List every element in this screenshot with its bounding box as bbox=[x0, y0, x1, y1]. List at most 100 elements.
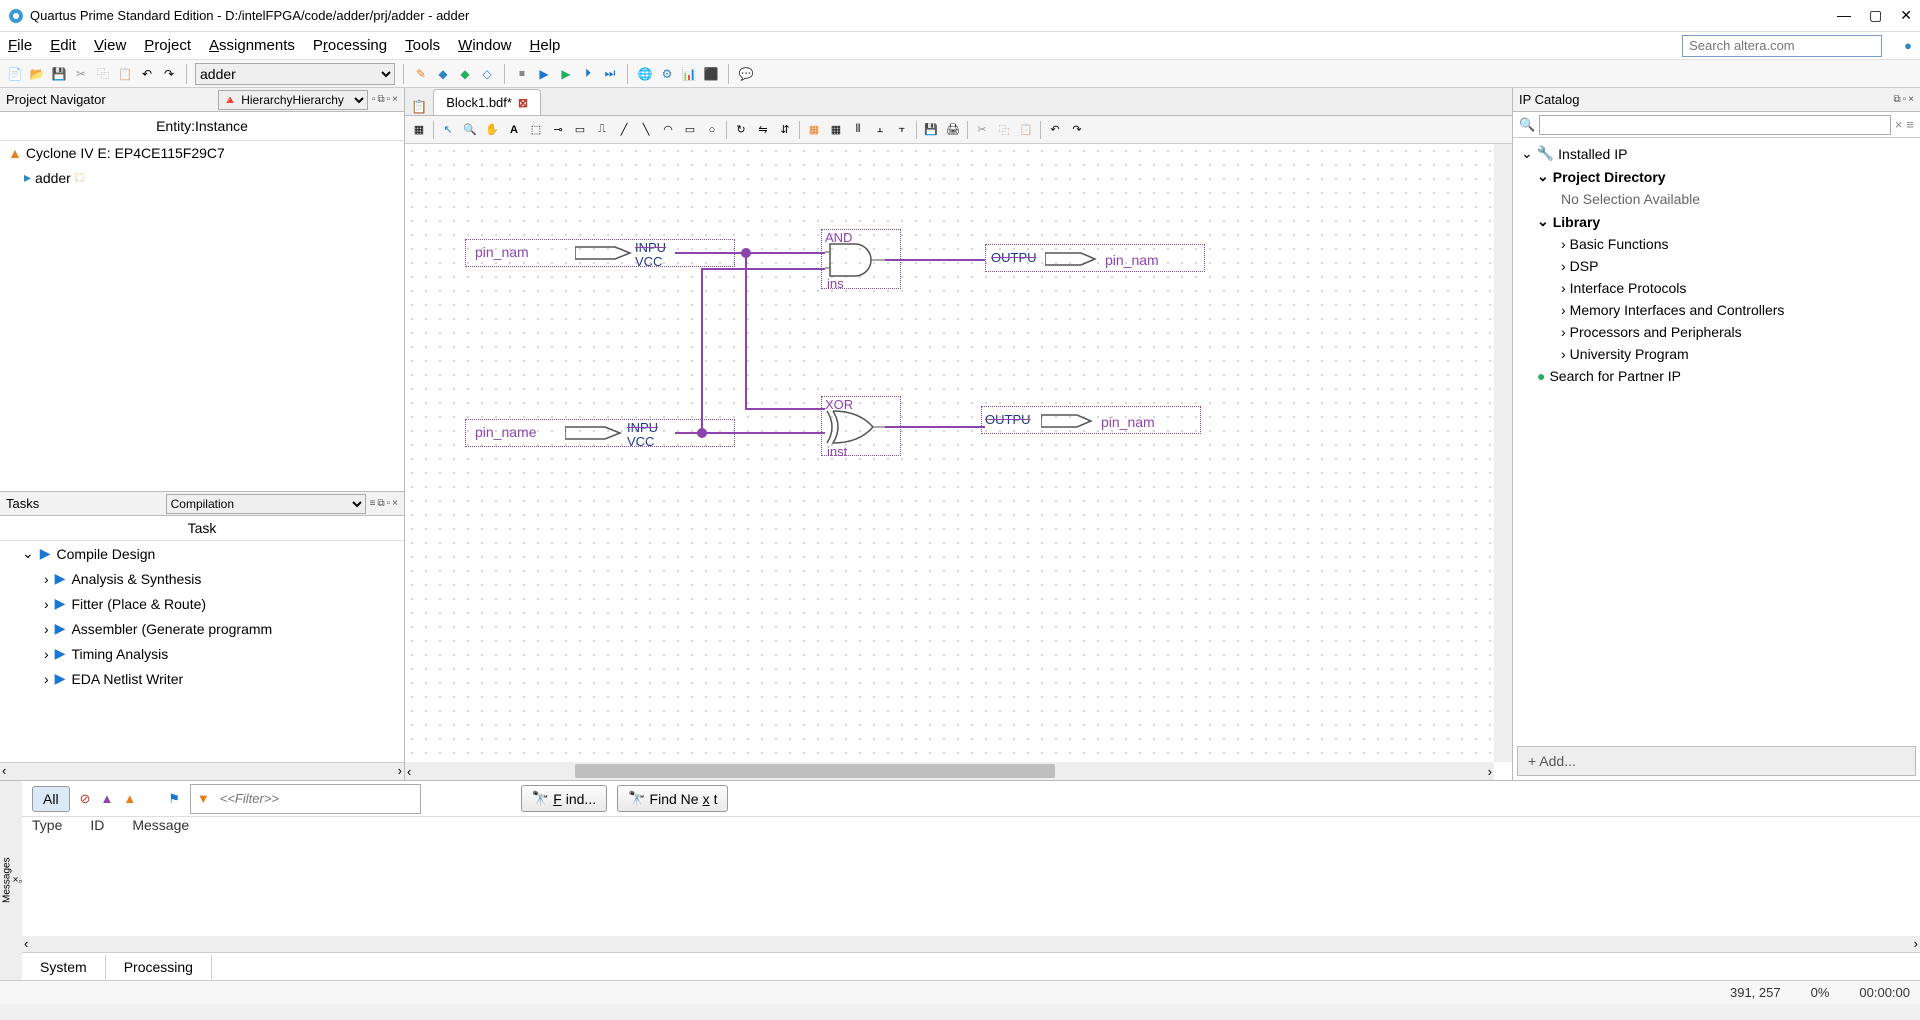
align2-icon[interactable]: ▦ bbox=[828, 122, 844, 138]
canvas-vscroll[interactable] bbox=[1494, 144, 1512, 762]
copy2-icon[interactable]: ⿻ bbox=[996, 122, 1012, 138]
circle-icon[interactable]: ○ bbox=[704, 122, 720, 138]
pn-btn2[interactable]: ⧉ bbox=[377, 94, 384, 105]
msg-warning-icon[interactable]: ▲ bbox=[123, 791, 136, 806]
msg-find-button[interactable]: 🔭Find... bbox=[521, 785, 607, 812]
new-icon[interactable]: 📄 bbox=[6, 65, 24, 83]
msg-tab-processing[interactable]: Processing bbox=[106, 955, 212, 979]
messages-sidetab[interactable]: Messages × ▫ bbox=[0, 781, 22, 980]
copy-icon[interactable]: ⿻ bbox=[94, 65, 112, 83]
align4-icon[interactable]: ⫠ bbox=[872, 122, 888, 138]
ip-lib-basic[interactable]: ›Basic Functions bbox=[1513, 233, 1920, 255]
nav2-icon[interactable]: ◆ bbox=[456, 65, 474, 83]
menu-processing[interactable]: Processing bbox=[313, 37, 387, 54]
msg-flag-icon[interactable]: ⚑ bbox=[168, 791, 180, 807]
text-icon[interactable]: A bbox=[506, 122, 522, 138]
menu-edit[interactable]: Edit bbox=[50, 37, 76, 54]
ip-close-icon[interactable]: × bbox=[1908, 94, 1914, 105]
msg-critical-icon[interactable]: ▲ bbox=[100, 791, 113, 806]
device-row[interactable]: ▲ Cyclone IV E: EP4CE115F29C7 bbox=[0, 141, 404, 165]
menu-icon[interactable]: ≡ bbox=[1906, 117, 1914, 132]
play4-icon[interactable]: ⏭ bbox=[601, 65, 619, 83]
prog-icon[interactable]: ⬛ bbox=[702, 65, 720, 83]
ip-search-input[interactable] bbox=[1539, 115, 1891, 135]
wire-icon[interactable]: ╱ bbox=[616, 122, 632, 138]
nav1-icon[interactable]: ◆ bbox=[434, 65, 452, 83]
ip-lib-university[interactable]: ›University Program bbox=[1513, 343, 1920, 365]
task-timing[interactable]: ›▶Timing Analysis bbox=[0, 641, 404, 666]
tk-btn1[interactable]: ≡ bbox=[370, 498, 376, 509]
menu-view[interactable]: View bbox=[94, 37, 126, 54]
task-compile-design[interactable]: ⌄▶ Compile Design bbox=[0, 541, 404, 566]
ip-lib-processors[interactable]: ›Processors and Peripherals bbox=[1513, 321, 1920, 343]
stop-icon[interactable]: ⏹ bbox=[513, 65, 531, 83]
ip-lib-memory[interactable]: ›Memory Interfaces and Controllers bbox=[1513, 299, 1920, 321]
editor-tab[interactable]: Block1.bdf* ⊠ bbox=[433, 89, 541, 115]
task-analysis[interactable]: ›▶Analysis & Synthesis bbox=[0, 566, 404, 591]
menubar-search[interactable] bbox=[1682, 35, 1882, 57]
tasks-mode-select[interactable]: Compilation bbox=[166, 494, 366, 514]
open-icon[interactable]: 📂 bbox=[28, 65, 46, 83]
msg-findnext-button[interactable]: 🔭Find Next bbox=[617, 785, 728, 812]
cut-icon[interactable]: ✂ bbox=[72, 65, 90, 83]
grid-icon[interactable]: ▦ bbox=[411, 122, 427, 138]
save-icon[interactable]: 💾 bbox=[50, 65, 68, 83]
ip-projdir[interactable]: ⌄Project Directory bbox=[1513, 165, 1920, 188]
canvas-hscroll[interactable]: ‹› bbox=[405, 762, 1494, 780]
tk-btn3[interactable]: ▫ bbox=[387, 498, 391, 509]
diag-icon[interactable]: ╲ bbox=[638, 122, 654, 138]
menu-file[interactable]: File bbox=[8, 37, 32, 54]
pointer-icon[interactable]: ↖ bbox=[440, 122, 456, 138]
msg-tab-system[interactable]: System bbox=[22, 955, 106, 979]
ip-add-button[interactable]: + Add... bbox=[1517, 746, 1916, 776]
clear-icon[interactable]: × bbox=[1895, 117, 1903, 132]
ip-btn2[interactable]: ▫ bbox=[1903, 94, 1907, 105]
messages-list[interactable] bbox=[22, 841, 1920, 936]
pn-close-icon[interactable]: × bbox=[392, 94, 398, 105]
symbol-icon[interactable]: ⬚ bbox=[528, 122, 544, 138]
task-eda[interactable]: ›▶EDA Netlist Writer bbox=[0, 666, 404, 691]
hand-icon[interactable]: ✋ bbox=[484, 122, 500, 138]
tab-close-icon[interactable]: ⊠ bbox=[518, 96, 528, 110]
msg-error-icon[interactable]: ⊘ bbox=[80, 791, 91, 807]
globe-icon[interactable]: 🌐 bbox=[636, 65, 654, 83]
nav3-icon[interactable]: ◇ bbox=[478, 65, 496, 83]
msg-filter-input[interactable] bbox=[214, 787, 414, 811]
cut2-icon[interactable]: ✂ bbox=[974, 122, 990, 138]
ip-lib-interface[interactable]: ›Interface Protocols bbox=[1513, 277, 1920, 299]
left-hscroll[interactable]: ‹› bbox=[0, 762, 404, 780]
search-go-icon[interactable]: ● bbox=[1904, 38, 1912, 53]
paste-icon[interactable]: 📋 bbox=[116, 65, 134, 83]
ip-btn1[interactable]: ⧉ bbox=[1893, 94, 1900, 105]
arc-icon[interactable]: ◠ bbox=[660, 122, 676, 138]
entity-row[interactable]: ▸ adder ⬚ bbox=[0, 165, 404, 190]
play3-icon[interactable]: ⏵ bbox=[579, 65, 597, 83]
tk-close-icon[interactable]: × bbox=[392, 498, 398, 509]
chip-icon[interactable]: ⚙ bbox=[658, 65, 676, 83]
scope-icon[interactable]: 📊 bbox=[680, 65, 698, 83]
redo2-icon[interactable]: ↷ bbox=[1069, 122, 1085, 138]
messages-hscroll[interactable]: ‹› bbox=[22, 936, 1920, 952]
task-fitter[interactable]: ›▶Fitter (Place & Route) bbox=[0, 591, 404, 616]
menu-assignments[interactable]: Assignments bbox=[209, 37, 295, 54]
play2-icon[interactable]: ▶ bbox=[557, 65, 575, 83]
menu-tools[interactable]: Tools bbox=[405, 37, 440, 54]
undo-icon[interactable]: ↶ bbox=[138, 65, 156, 83]
align3-icon[interactable]: ⫴ bbox=[850, 122, 866, 138]
flip-v-icon[interactable]: ⇵ bbox=[777, 122, 793, 138]
undo2-icon[interactable]: ↶ bbox=[1047, 122, 1063, 138]
close-button[interactable]: ✕ bbox=[1900, 7, 1912, 24]
projnav-mode-select[interactable]: 🔺 HierarchyHierarchy bbox=[218, 90, 368, 110]
msg-all-button[interactable]: All bbox=[32, 786, 70, 812]
play-icon[interactable]: ▶ bbox=[535, 65, 553, 83]
menu-project[interactable]: Project bbox=[144, 37, 191, 54]
bus-icon[interactable]: ⎍ bbox=[594, 122, 610, 138]
rotate-icon[interactable]: ↻ bbox=[733, 122, 749, 138]
pin-icon[interactable]: ⊸ bbox=[550, 122, 566, 138]
menu-help[interactable]: Help bbox=[530, 37, 561, 54]
schematic-canvas[interactable]: pin_nam INPU VCC pin_name INPU VCC AND bbox=[405, 144, 1512, 780]
rect-icon[interactable]: ▭ bbox=[682, 122, 698, 138]
maximize-button[interactable]: ▢ bbox=[1869, 7, 1882, 24]
pn-btn1[interactable]: ▫ bbox=[372, 94, 376, 105]
project-select[interactable]: adder bbox=[195, 63, 395, 85]
